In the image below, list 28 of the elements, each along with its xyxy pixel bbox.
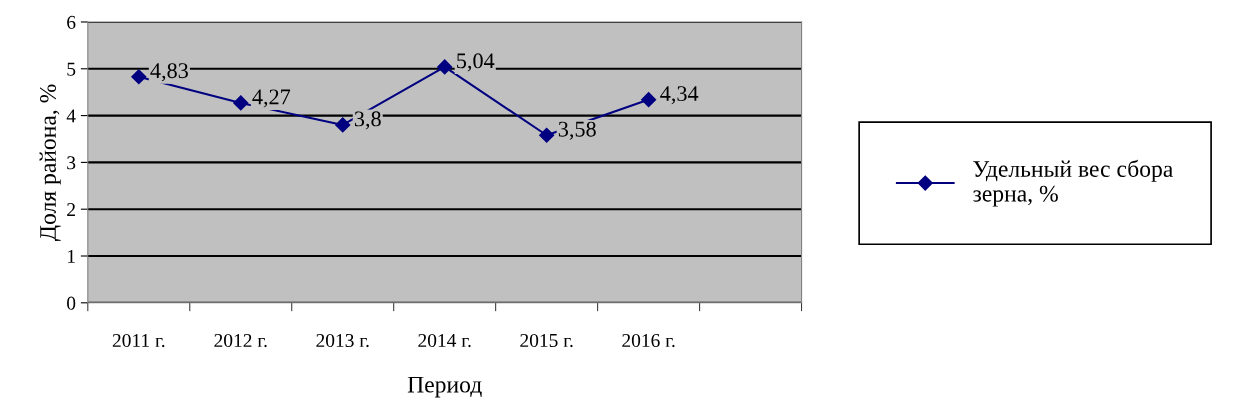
text: 4,34 <box>660 86 699 105</box>
y-tick-label: 4 <box>66 109 76 123</box>
point <box>641 92 657 108</box>
point <box>131 69 147 85</box>
legend-label: Удельный вес сбора зерна, % <box>973 159 1173 207</box>
x-tick-label: 2011 г. <box>112 333 165 348</box>
point <box>437 59 453 75</box>
x-tick-label: 2014 г. <box>418 333 471 348</box>
x-tick-label: 2016 г. <box>622 333 675 348</box>
y-tick-label: 6 <box>67 15 76 29</box>
text: 3,8 <box>354 111 381 130</box>
y-tick-label: 0 <box>67 296 76 310</box>
y-axis-title: Доля района, % <box>39 84 61 241</box>
x-tick-label: 2013 г. <box>316 333 369 348</box>
y-tick-label: 1 <box>68 249 75 263</box>
y-tick-label: 3 <box>67 156 76 170</box>
point <box>539 127 555 143</box>
point <box>233 95 249 111</box>
text: 3,58 <box>558 121 596 140</box>
x-tick-label: 2015 г. <box>520 333 573 348</box>
x-tick-label: 2012 г. <box>214 333 267 348</box>
y-tick-label: 5 <box>67 62 76 76</box>
text: 4,83 <box>150 63 188 82</box>
point <box>335 117 351 133</box>
text: 5,04 <box>457 53 495 72</box>
text: 4,27 <box>252 89 291 108</box>
x-axis-title: Период <box>407 376 482 398</box>
y-tick-label: 2 <box>67 203 75 216</box>
